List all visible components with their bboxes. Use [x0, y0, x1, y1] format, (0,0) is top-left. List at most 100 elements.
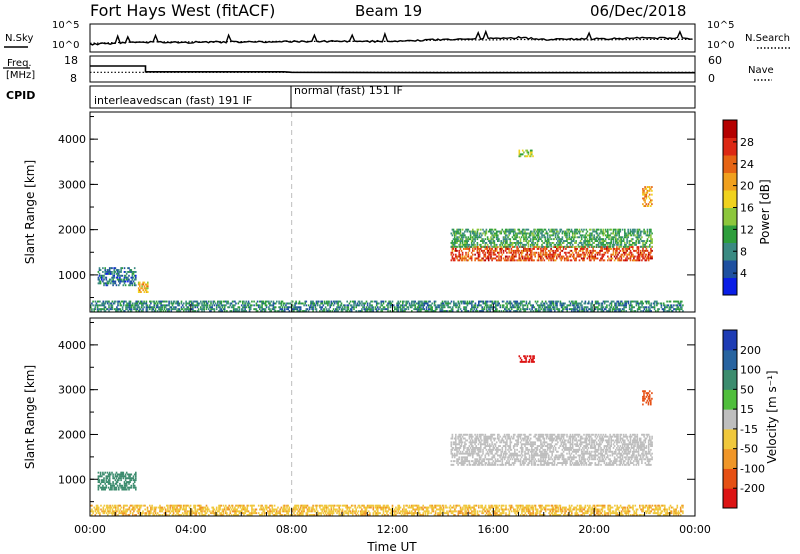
power-cell [512, 232, 515, 235]
power-cell [542, 234, 544, 237]
power-cell [506, 248, 508, 250]
velocity-cell [107, 510, 109, 513]
power-cell [295, 308, 297, 311]
power-cell [594, 306, 597, 309]
velocity-cell [225, 510, 227, 513]
velocity-cell [293, 512, 295, 515]
power-cell [613, 228, 616, 231]
power-cell [644, 201, 646, 204]
velocity-cell [102, 486, 104, 489]
power-cell [96, 306, 99, 309]
power-cell [500, 251, 502, 254]
power-cell [561, 242, 564, 244]
power-cell [560, 259, 563, 262]
power-cell [154, 302, 157, 305]
velocity-cell [244, 508, 246, 511]
power-cell [588, 240, 591, 242]
velocity-cell [107, 473, 110, 476]
power-cell [336, 308, 338, 311]
power-cell [217, 300, 219, 303]
power-cell [524, 243, 526, 246]
velocity-cell [255, 512, 258, 515]
power-cell [472, 232, 474, 235]
power-cell [542, 248, 544, 250]
velocity-cell [404, 512, 406, 515]
velocity-cell [222, 510, 225, 513]
power-cell [550, 243, 552, 246]
velocity-cell [100, 508, 102, 511]
velocity-cell [193, 512, 195, 515]
power-cell [481, 234, 483, 237]
power-cell [389, 302, 392, 305]
power-cell [110, 308, 112, 311]
power-cell [489, 240, 491, 242]
power-cell [541, 234, 543, 237]
power-cell [113, 276, 115, 279]
power-cell [183, 310, 185, 312]
power-cell [541, 230, 543, 233]
velocity-cell [387, 510, 389, 513]
power-cell [580, 238, 583, 241]
power-cell [95, 304, 98, 307]
power-cell [205, 304, 208, 307]
power-cell [478, 243, 481, 246]
power-cell [539, 238, 541, 241]
power-cell [103, 284, 105, 287]
power-cell [433, 310, 436, 312]
power-cell [620, 240, 623, 242]
power-cell [464, 308, 466, 311]
power-cell [98, 280, 101, 283]
power-cell [273, 306, 276, 309]
power-cell [486, 248, 489, 250]
power-cell [396, 310, 398, 312]
power-cell [226, 302, 228, 305]
power-cell [298, 306, 301, 309]
velocity-cell [120, 506, 123, 509]
power-cell [569, 230, 572, 233]
velocity-cell [123, 488, 126, 491]
power-cell [647, 251, 650, 254]
power-cell [341, 308, 344, 311]
power-cell [561, 308, 564, 311]
power-cell [323, 308, 326, 311]
velocity-cell [109, 506, 111, 509]
power-cell [565, 245, 567, 248]
power-cell [508, 228, 510, 231]
power-cell [436, 308, 438, 311]
power-cell [506, 310, 508, 312]
power-cell [531, 306, 533, 309]
power-cell [406, 300, 409, 303]
power-cell [568, 246, 571, 248]
power-cell [567, 230, 569, 233]
power-cell [110, 267, 112, 270]
power-cell [127, 280, 129, 283]
power-cell [328, 308, 330, 311]
velocity-cell [121, 488, 123, 491]
velocity-cell [310, 510, 312, 513]
power-cell [546, 238, 549, 241]
power-cell [650, 310, 652, 312]
power-cell [500, 257, 502, 260]
velocity-cell [318, 514, 320, 516]
velocity-cell [358, 504, 361, 507]
power-cell [491, 228, 493, 231]
power-cell [337, 304, 339, 307]
nave-label: Nave [748, 65, 774, 76]
velocity-cell [97, 510, 100, 513]
velocity-cell [403, 514, 405, 516]
power-cell [630, 255, 633, 258]
power-cell [464, 248, 466, 250]
power-cell [612, 242, 615, 244]
power-cell [573, 308, 575, 311]
velocity-cell [137, 504, 140, 507]
power-cell [615, 251, 617, 254]
power-cell [512, 238, 515, 241]
power-cell [234, 304, 236, 307]
power-cell [99, 276, 102, 279]
velocity-cell [383, 504, 386, 507]
power-cell [547, 306, 549, 309]
velocity-cell [299, 506, 302, 509]
power-cell [546, 236, 549, 239]
power-cell [597, 306, 599, 309]
power-cell [325, 310, 328, 312]
